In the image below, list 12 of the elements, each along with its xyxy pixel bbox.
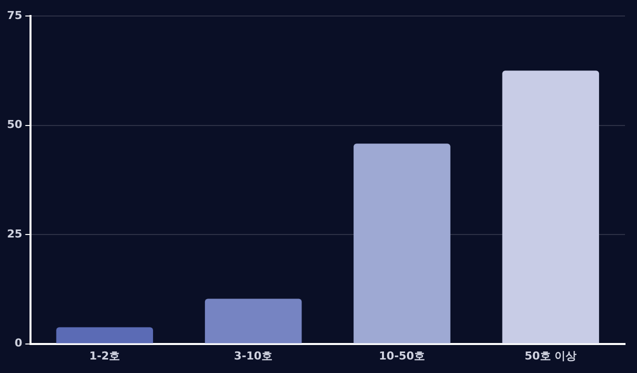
x-tick-label: 10-50호 — [378, 349, 426, 362]
x-tick-label: 1-2호 — [89, 349, 120, 362]
y-tick-label: 75 — [6, 8, 22, 22]
y-tick-label: 25 — [6, 227, 22, 240]
bar — [204, 298, 302, 344]
x-tick-label: 3-10호 — [234, 349, 273, 362]
x-tick-label: 50호 이상 — [524, 349, 577, 362]
bar — [56, 327, 154, 344]
bar — [354, 144, 450, 344]
y-tick-label: 50 — [6, 118, 23, 132]
bar — [502, 70, 600, 344]
y-tick-label: 0 — [14, 336, 23, 350]
